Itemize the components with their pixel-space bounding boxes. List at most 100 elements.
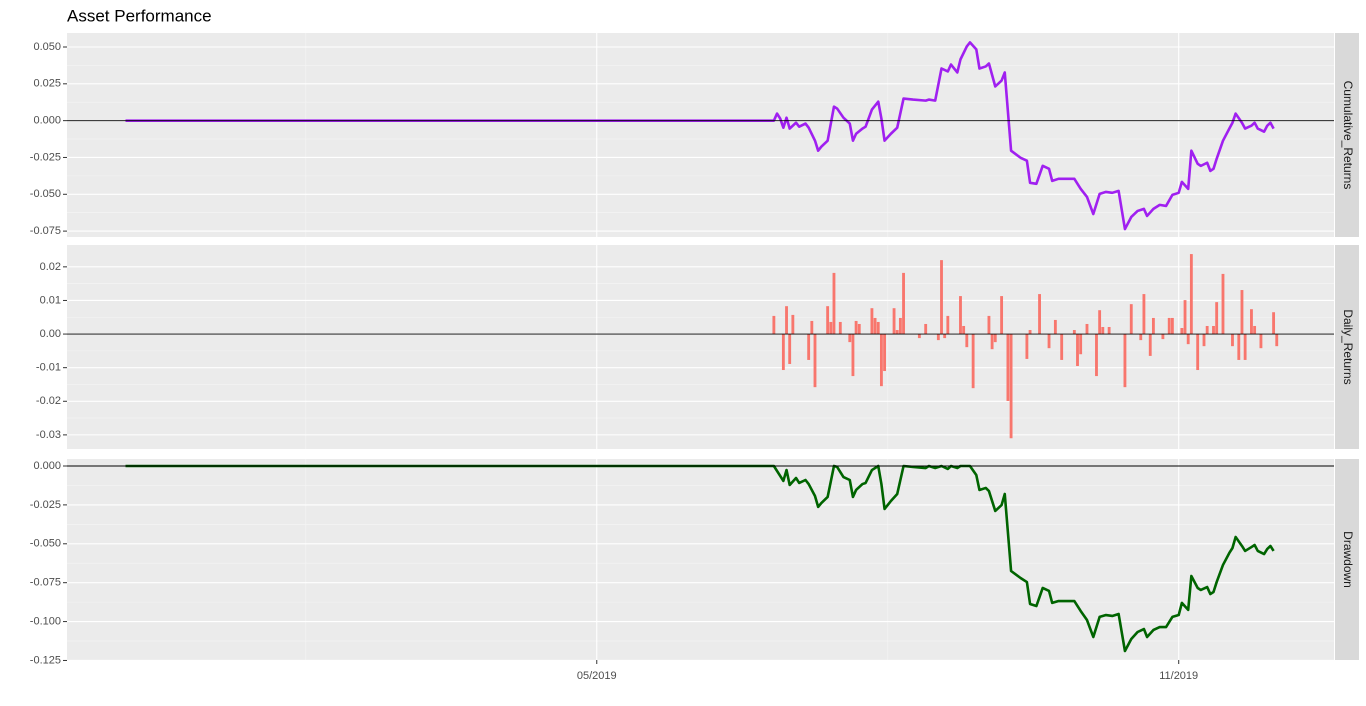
bar [898,317,902,335]
bar [924,323,928,335]
bar [848,334,852,343]
y-tick-label: 0.02 [40,261,61,273]
bar [1240,290,1244,335]
bar [1259,334,1263,349]
bar [1275,334,1279,347]
bar [876,321,880,335]
bar [902,272,905,335]
data-line [125,41,1275,231]
y-tick-label: -0.025 [30,499,61,511]
bar [857,323,861,335]
y-tick-label: 0.050 [33,41,61,53]
bar [1167,317,1171,335]
bar [943,334,947,339]
panel-background [67,459,1334,660]
bar [1079,334,1083,355]
bar [1025,334,1029,359]
data-line [125,464,1275,653]
bar [1053,319,1057,335]
y-tick-label: -0.02 [36,395,61,407]
bar [1170,317,1174,335]
y-tick-label: 0.000 [33,115,61,127]
bar [1095,334,1098,377]
bar [1076,334,1079,366]
bar [1098,310,1102,335]
bar [1148,334,1152,356]
bar [1212,325,1215,335]
y-tick-label: -0.075 [30,577,61,589]
bar [1196,334,1200,371]
bar [851,334,855,377]
bar [1215,302,1219,335]
y-tick-label: -0.100 [30,615,61,627]
bar [1202,334,1206,347]
bar [1028,330,1032,335]
bar [962,325,966,335]
bar [1009,334,1013,439]
bar [1272,312,1276,335]
bar [965,334,969,348]
bar [807,334,811,360]
strip-label: Cumulative_Returns [1341,81,1355,190]
bar [895,330,899,335]
bar [781,334,785,371]
bar [1161,334,1165,340]
bar [946,315,950,335]
bar [883,334,886,372]
bar [1186,334,1190,345]
strip-background [1335,33,1359,237]
bar [993,334,997,343]
strip-label: Daily_Returns [1341,309,1355,384]
bar [870,308,874,335]
strip-background [1335,245,1359,449]
bar [813,334,817,388]
bar [832,272,836,335]
bar [987,315,991,335]
strip-label: Drawdown [1341,531,1355,588]
y-tick-label: 0.00 [40,328,61,340]
bar [1000,296,1004,335]
bar [940,260,943,335]
bar [1205,325,1209,335]
y-tick-label: -0.075 [30,225,61,237]
bar [1180,328,1184,335]
bar [1237,334,1241,360]
bar [1060,334,1064,360]
y-tick-label: -0.03 [36,429,61,441]
y-tick-label: 0.000 [33,460,61,472]
y-tick-label: 0.025 [33,78,61,90]
y-tick-label: -0.050 [30,188,61,200]
y-tick-label: 0.01 [40,294,61,306]
bar [1221,273,1225,335]
bar [959,296,962,335]
x-tick-label: 11/2019 [1159,670,1198,682]
bar [1231,334,1234,347]
bar [971,334,975,389]
panel-background [67,245,1334,449]
bar [1123,334,1127,388]
bar [892,308,896,335]
bar [1129,304,1133,335]
bar [854,320,858,335]
bar [873,317,877,335]
x-tick-label: 05/2019 [577,670,617,682]
y-tick-label: -0.125 [30,654,61,666]
bar [1253,325,1257,335]
bar [772,315,776,335]
bar [1250,309,1253,335]
bar [917,334,921,339]
strip-background [1335,459,1359,660]
bar [1072,330,1076,335]
bar [936,334,940,341]
bar [838,321,842,335]
bar [1139,334,1143,341]
bar [810,320,814,335]
bar [826,306,830,335]
bar [990,334,994,350]
bar [791,314,795,335]
y-tick-label: -0.025 [30,151,61,163]
y-tick-label: -0.050 [30,538,61,550]
bar [1107,327,1111,335]
